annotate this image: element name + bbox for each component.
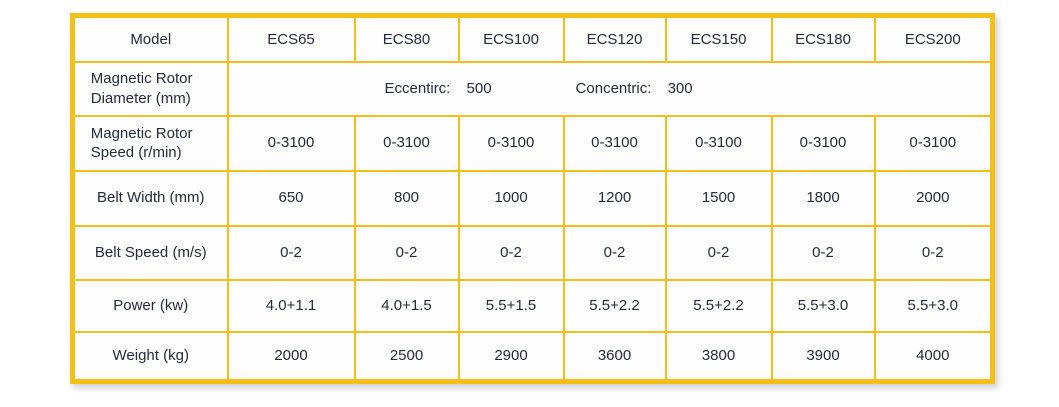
eccentric-value: Eccentirc: 500 — [384, 79, 492, 97]
model-label-text: Model — [130, 30, 172, 48]
belt-width-row: Belt Width (mm) 650 800 1000 1200 1500 1… — [71, 169, 994, 227]
rotor-speed-value: 0-3100 — [562, 114, 667, 172]
belt-width-value: 1000 — [457, 169, 565, 227]
weight-label-cell: Weight (kg) — [71, 330, 229, 383]
header-row: Model ECS65 ECS80 ECS100 ECS120 ECS150 E… — [71, 14, 994, 63]
power-value: 4.0+1.1 — [226, 278, 356, 333]
rotor-diameter-row: Magnetic Rotor Diameter (mm) Eccentirc: … — [71, 60, 994, 117]
belt-width-value: 650 — [226, 169, 356, 227]
weight-value: 2000 — [226, 330, 356, 383]
rotor-speed-value: 0-3100 — [873, 114, 994, 172]
product-spec-table: Model ECS65 ECS80 ECS100 ECS120 ECS150 E… — [70, 13, 995, 384]
belt-speed-value: 0-2 — [457, 224, 565, 281]
rotor-diameter-values-cell: Eccentirc: 500 Concentric: 300 — [226, 60, 994, 117]
header-model-ecs180: ECS180 — [770, 14, 876, 63]
weight-value: 2500 — [353, 330, 460, 383]
weight-row: Weight (kg) 2000 2500 2900 3600 3800 390… — [71, 330, 994, 383]
belt-speed-row: Belt Speed (m/s) 0-2 0-2 0-2 0-2 0-2 0-2… — [71, 224, 994, 281]
weight-value: 3900 — [770, 330, 876, 383]
power-label: Power (kw) — [113, 296, 189, 314]
power-value: 5.5+3.0 — [770, 278, 876, 333]
header-model-ecs200: ECS200 — [873, 14, 994, 63]
power-value: 5.5+2.2 — [664, 278, 773, 333]
belt-speed-value: 0-2 — [562, 224, 667, 281]
power-value: 5.5+3.0 — [873, 278, 994, 333]
belt-width-value: 2000 — [873, 169, 994, 227]
rotor-speed-value: 0-3100 — [226, 114, 356, 172]
weight-label: Weight (kg) — [112, 347, 189, 364]
rotor-speed-value: 0-3100 — [457, 114, 565, 172]
header-model-ecs150: ECS150 — [664, 14, 773, 63]
header-model-ecs100: ECS100 — [457, 14, 565, 63]
belt-speed-label-cell: Belt Speed (m/s) — [71, 224, 229, 281]
belt-width-value: 800 — [353, 169, 460, 227]
rotor-diameter-values: Eccentirc: 500 Concentric: 300 — [229, 79, 991, 99]
belt-speed-label: Belt Speed (m/s) — [94, 243, 207, 261]
concentric-value: Concentric: 300 — [575, 79, 693, 97]
weight-value: 4000 — [873, 330, 994, 383]
rotor-diameter-label: Magnetic Rotor Diameter (mm) — [90, 70, 193, 107]
power-value: 4.0+1.5 — [353, 278, 460, 333]
rotor-speed-value: 0-3100 — [770, 114, 876, 172]
belt-width-label-cell: Belt Width (mm) — [71, 169, 229, 227]
rotor-speed-value: 0-3100 — [353, 114, 460, 172]
belt-speed-value: 0-2 — [873, 224, 994, 281]
power-row: Power (kw) 4.0+1.1 4.0+1.5 5.5+1.5 5.5+2… — [71, 278, 994, 333]
spec-table-container: Model ECS65 ECS80 ECS100 ECS120 ECS150 E… — [70, 13, 995, 384]
power-value: 5.5+2.2 — [562, 278, 667, 333]
weight-value: 3600 — [562, 330, 667, 383]
belt-width-value: 1800 — [770, 169, 876, 227]
rotor-speed-label-cell: Magnetic Rotor Speed (r/min) — [71, 114, 229, 172]
header-model-ecs65: ECS65 — [226, 14, 356, 63]
power-label-cell: Power (kw) — [71, 278, 229, 333]
rotor-speed-row: Magnetic Rotor Speed (r/min) 0-3100 0-31… — [71, 114, 994, 172]
belt-speed-value: 0-2 — [770, 224, 876, 281]
belt-speed-value: 0-2 — [226, 224, 356, 281]
header-model-ecs120: ECS120 — [562, 14, 667, 63]
belt-speed-value: 0-2 — [664, 224, 773, 281]
belt-width-label: Belt Width (mm) — [96, 189, 205, 207]
rotor-diameter-label-cell: Magnetic Rotor Diameter (mm) — [71, 60, 229, 117]
weight-value: 2900 — [457, 330, 565, 383]
header-model-label: Model — [71, 14, 229, 63]
header-model-ecs80: ECS80 — [353, 14, 460, 63]
power-value: 5.5+1.5 — [457, 278, 565, 333]
weight-value: 3800 — [664, 330, 773, 383]
rotor-speed-value: 0-3100 — [664, 114, 773, 172]
belt-width-value: 1200 — [562, 169, 667, 227]
belt-width-value: 1500 — [664, 169, 773, 227]
rotor-speed-label: Magnetic Rotor Speed (r/min) — [90, 124, 193, 162]
belt-speed-value: 0-2 — [353, 224, 460, 281]
